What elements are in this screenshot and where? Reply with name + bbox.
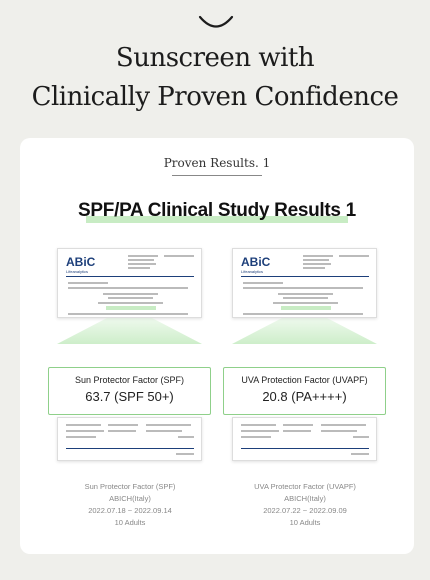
spf-zoom-connector	[57, 318, 202, 344]
doc-text-line	[128, 255, 158, 257]
subtitle-underline	[172, 175, 262, 176]
doc-text-line	[283, 424, 313, 426]
title-highlight	[86, 216, 348, 223]
doc-text-line	[128, 259, 154, 261]
uvapf-result-label: UVA Protection Factor (UVAPF)	[241, 375, 368, 385]
meta-period: 2022.07.18 ~ 2022.09.14	[88, 506, 172, 515]
doc-result-highlight	[281, 306, 331, 310]
doc-text-line	[146, 424, 191, 426]
meta-lab: ABICH(Italy)	[284, 494, 326, 503]
doc-text-line	[108, 297, 153, 299]
meta-subjects: 10 Adults	[289, 518, 321, 527]
meta-test-name: Sun Protector Factor (SPF)	[84, 482, 176, 491]
spf-report-footer	[57, 417, 202, 461]
doc-text-line	[68, 313, 188, 315]
doc-text-line	[178, 436, 194, 438]
doc-text-line	[321, 424, 366, 426]
abic-logo: ABiC	[241, 255, 271, 269]
doc-text-line	[303, 267, 325, 269]
doc-text-line	[241, 430, 279, 432]
spf-report-document: ABiC Lifeanalytics	[57, 248, 202, 318]
card-subtitle: Proven Results. 1	[163, 156, 271, 170]
doc-text-line	[68, 282, 108, 284]
doc-text-line	[283, 297, 328, 299]
doc-text-line	[146, 430, 182, 432]
doc-footer-rule	[66, 448, 194, 449]
doc-text-line	[339, 255, 369, 257]
results-card: Proven Results. 1 SPF/PA Clinical Study …	[20, 138, 414, 554]
doc-header-rule	[66, 276, 194, 277]
meta-test-name: UVA Protector Factor (UVAPF)	[254, 482, 356, 491]
doc-text-line	[278, 293, 333, 295]
doc-text-line	[303, 259, 329, 261]
doc-text-line	[353, 436, 369, 438]
doc-text-line	[108, 424, 138, 426]
doc-text-line	[108, 430, 136, 432]
abic-logo-subtitle: Lifeanalytics	[241, 269, 264, 274]
headline-line-2: Clinically Proven Confidence	[31, 82, 399, 112]
doc-text-line	[98, 302, 163, 304]
meta-lab: ABICH(Italy)	[109, 494, 151, 503]
doc-text-line	[128, 263, 156, 265]
abic-logo-subtitle: Lifeanalytics	[66, 269, 89, 274]
doc-text-line	[66, 436, 96, 438]
doc-text-line	[128, 267, 150, 269]
spf-result-label: Sun Protector Factor (SPF)	[74, 375, 185, 385]
abic-logo: ABiC	[66, 255, 96, 269]
doc-text-line	[68, 287, 188, 289]
spf-result-box: Sun Protector Factor (SPF) 63.7 (SPF 50+…	[48, 367, 211, 415]
card-title: SPF/PA Clinical Study Results 1	[78, 200, 356, 221]
doc-text-line	[321, 430, 357, 432]
doc-text-line	[303, 255, 333, 257]
doc-text-line	[164, 255, 194, 257]
uvapf-report-document: ABiC Lifeanalytics	[232, 248, 377, 318]
doc-text-line	[243, 287, 363, 289]
doc-text-line	[303, 263, 331, 265]
spf-study-meta: Sun Protector Factor (SPF) ABICH(Italy) …	[45, 481, 215, 529]
doc-text-line	[66, 424, 101, 426]
headline-line-1: Sunscreen with	[115, 43, 315, 73]
doc-text-line	[103, 293, 158, 295]
doc-text-line	[243, 313, 363, 315]
doc-result-highlight	[106, 306, 156, 310]
doc-text-line	[283, 430, 311, 432]
uvapf-result-value: 20.8 (PA++++)	[262, 389, 347, 404]
smile-curve-icon	[198, 15, 234, 28]
doc-text-line	[176, 453, 194, 455]
uvapf-zoom-connector	[232, 318, 377, 344]
meta-period: 2022.07.22 ~ 2022.09.09	[263, 506, 347, 515]
spf-result-value: 63.7 (SPF 50+)	[85, 389, 174, 404]
uvapf-study-meta: UVA Protector Factor (UVAPF) ABICH(Italy…	[220, 481, 390, 529]
doc-text-line	[243, 282, 283, 284]
doc-text-line	[351, 453, 369, 455]
doc-footer-rule	[241, 448, 369, 449]
doc-text-line	[241, 424, 276, 426]
doc-text-line	[66, 430, 104, 432]
uvapf-report-footer	[232, 417, 377, 461]
uvapf-result-box: UVA Protection Factor (UVAPF) 20.8 (PA++…	[223, 367, 386, 415]
doc-header-rule	[241, 276, 369, 277]
doc-text-line	[273, 302, 338, 304]
meta-subjects: 10 Adults	[114, 518, 146, 527]
doc-text-line	[241, 436, 271, 438]
